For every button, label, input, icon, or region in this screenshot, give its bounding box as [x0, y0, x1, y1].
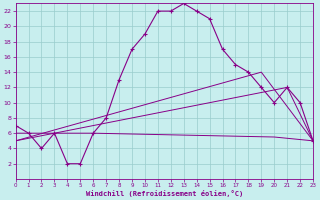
X-axis label: Windchill (Refroidissement éolien,°C): Windchill (Refroidissement éolien,°C): [86, 190, 243, 197]
